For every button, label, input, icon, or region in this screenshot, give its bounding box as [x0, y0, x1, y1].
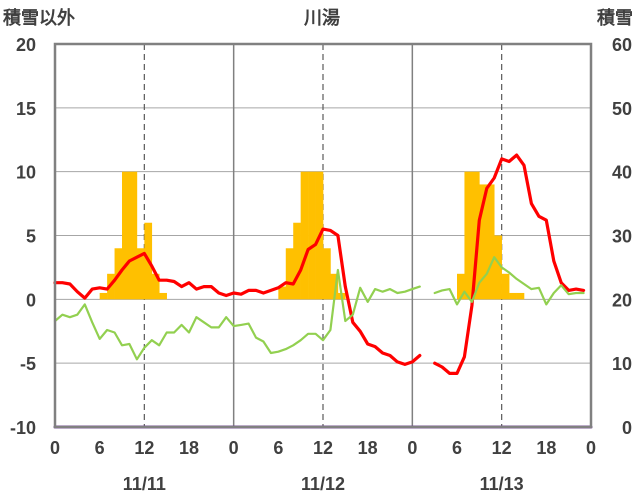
series-line	[53, 227, 422, 366]
y-right-tick-label: 40	[612, 163, 632, 183]
snow-bar	[129, 171, 138, 300]
snow-bar	[293, 222, 301, 300]
snow-bar	[285, 248, 294, 300]
snow-bar	[300, 171, 309, 300]
x-hour-tick-label: 12	[492, 438, 512, 458]
snow-bar	[151, 273, 160, 300]
y-left-tick-label: 5	[26, 227, 36, 247]
y-right-tick-label: 30	[612, 227, 632, 247]
x-hour-tick-label: 12	[313, 438, 333, 458]
chart-title: 川湯	[303, 8, 340, 28]
x-hour-tick-label: 6	[95, 438, 105, 458]
x-hour-tick-label: 12	[134, 438, 154, 458]
y-left-tick-label: -5	[20, 354, 36, 374]
x-hour-tick-label: 18	[358, 438, 378, 458]
snow-bar	[479, 184, 488, 300]
plot-border	[53, 42, 593, 429]
plot-frame	[53, 42, 593, 429]
x-hour-tick-label: 0	[586, 438, 596, 458]
x-hour-tick-label: 0	[229, 438, 239, 458]
y-right-tick-label: 0	[622, 418, 632, 438]
y-right-tick-label: 50	[612, 99, 632, 119]
y-left-tick-label: -10	[10, 418, 36, 438]
snow-bar	[516, 292, 525, 300]
snow-bar	[457, 273, 465, 300]
snow-bar	[136, 248, 145, 300]
snow-bar	[159, 292, 167, 300]
snow-bar	[323, 248, 331, 300]
snow-bar	[464, 171, 473, 300]
y-left-tick-label: 10	[16, 163, 36, 183]
snow-bar	[99, 292, 108, 300]
date-label: 11/13	[480, 474, 524, 494]
x-hour-tick-label: 0	[50, 438, 60, 458]
series-line	[53, 268, 421, 361]
snow-bar	[509, 292, 517, 300]
date-label: 11/12	[301, 474, 345, 494]
left-y-ticks: 20 15 10 5 0 -5 -10	[10, 35, 36, 438]
x-hour-tick-label: 6	[452, 438, 462, 458]
x-hour-tick-label: 0	[407, 438, 417, 458]
snow-bar	[122, 171, 130, 300]
y-right-tick-label: 60	[612, 35, 632, 55]
x-hour-tick-label: 6	[273, 438, 283, 458]
x-hour-tick-label: 18	[179, 438, 199, 458]
series-line	[433, 153, 586, 375]
x-hour-ticks: 0 6 12 18 0 6 12 18 0 6 12 18 0	[50, 438, 596, 458]
y-right-tick-label: 10	[612, 354, 632, 374]
series-line	[433, 256, 585, 306]
date-label: 11/11	[123, 474, 166, 494]
y-left-tick-label: 0	[26, 290, 36, 310]
left-axis-label: 積雪以外	[2, 7, 75, 28]
x-hour-tick-label: 18	[536, 438, 556, 458]
y-right-tick-label: 20	[612, 290, 632, 310]
right-y-ticks: 60 50 40 30 20 10 0	[612, 35, 632, 438]
y-left-tick-label: 20	[16, 35, 36, 55]
date-labels: 11/11 11/12 11/13	[123, 474, 524, 494]
snow-bar	[471, 171, 480, 300]
y-left-tick-label: 15	[16, 99, 36, 119]
snow-bar	[494, 235, 502, 300]
snow-bar	[501, 273, 510, 300]
snow-bar	[330, 273, 339, 300]
snow-bar	[308, 171, 316, 300]
snow-bar	[486, 184, 495, 300]
snow-bar	[278, 286, 287, 300]
right-axis-label: 積雪	[596, 7, 633, 28]
